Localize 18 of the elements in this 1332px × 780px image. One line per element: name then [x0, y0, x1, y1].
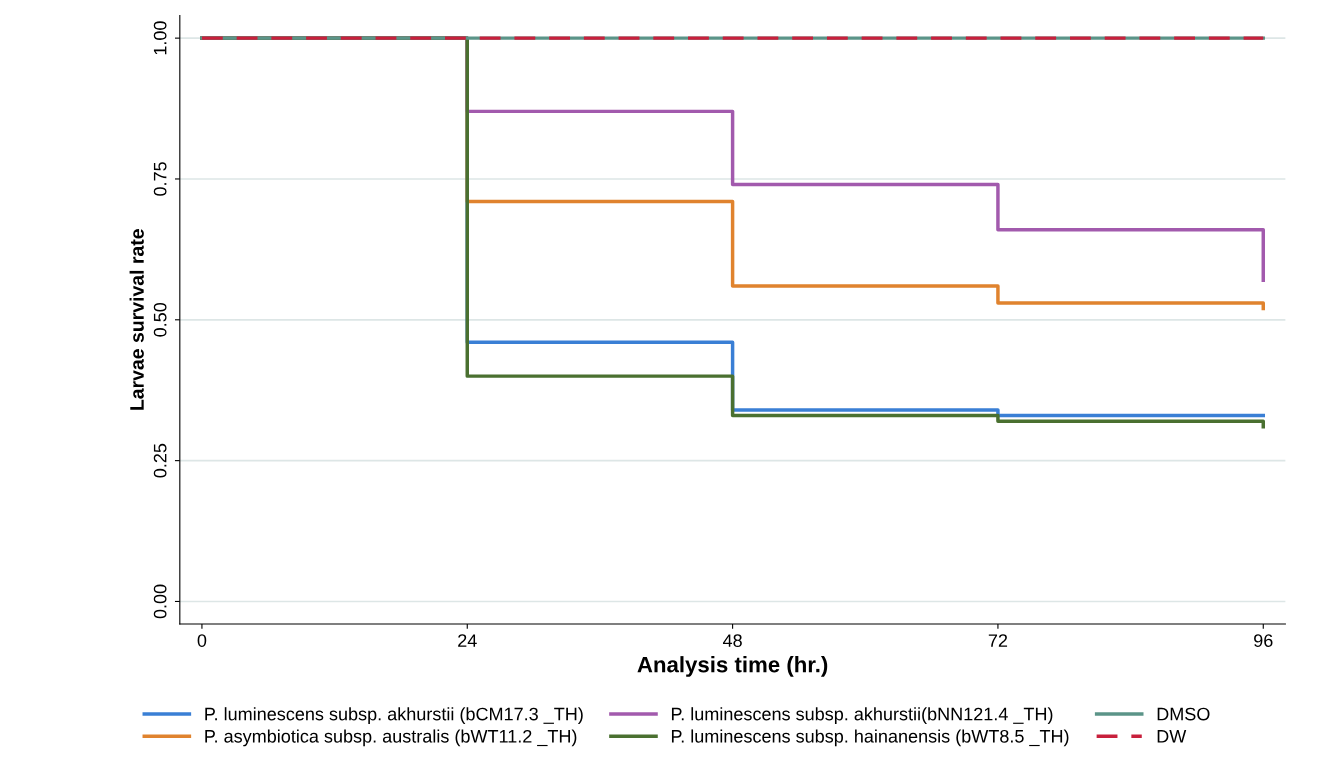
x-tick-label: 0: [197, 634, 207, 647]
y-axis-title: Larvae survival rate: [129, 229, 144, 410]
y-tick-label: 1.00: [153, 21, 167, 55]
y-tick-label: 0.75: [153, 162, 167, 196]
x-tick-label: 24: [458, 634, 477, 647]
legend-label: DMSO: [1157, 707, 1210, 721]
y-tick-label: 0.00: [153, 584, 167, 619]
legend-label: DW: [1157, 730, 1187, 743]
x-tick-label: 96: [1254, 634, 1273, 647]
x-tick-label: 72: [988, 634, 1008, 647]
legend-label: P. luminescens subsp. akhurstii(bNN121.4 _TH): [671, 707, 1053, 725]
y-tick-label: 0.50: [153, 302, 167, 337]
x-axis-title: Analysis time (hr.): [637, 656, 828, 677]
legend-label: P. asymbiotica subsp. australis (bWT11.2 _TH): [205, 729, 577, 747]
legend-label: P. luminescens subsp. akhurstii (bCM17.3 _TH): [205, 707, 583, 725]
x-tick-label: 48: [722, 634, 742, 647]
legend-label: P. luminescens subsp. hainanensis (bWT8.5 _TH): [671, 729, 1069, 747]
y-tick-label: 0.25: [153, 443, 167, 478]
